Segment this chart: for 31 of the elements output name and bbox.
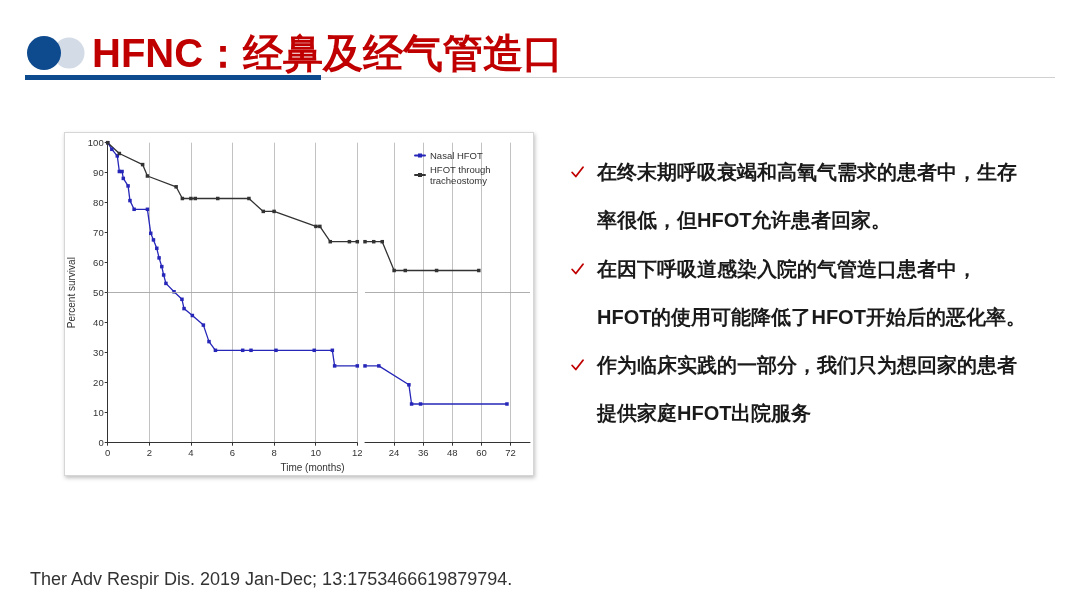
y-tick-label: 90 bbox=[93, 167, 104, 179]
y-tick-label: 20 bbox=[93, 377, 104, 389]
x-tick-label: 10 bbox=[310, 447, 321, 459]
text: 在终末期呼吸衰竭和高氧气需求的患者中，生存率很低，但HFOT允许患者回家。 bbox=[597, 161, 1017, 231]
text: 作为临床实践的一部分，我们只为想回家的患者提供家庭HFOT出院服务 bbox=[597, 354, 1017, 424]
y-tick-label: 80 bbox=[93, 197, 104, 209]
text: Ther Adv Respir Dis. 2019 Jan-Dec; 13:1753466619879794. bbox=[30, 568, 513, 591]
legend-label: Nasal HFOT bbox=[430, 150, 483, 161]
text: 在因下呼吸道感染入院的气管造口患者中，HFOT的使用可能降低了HFOT开始后的恶化率。 bbox=[597, 257, 1026, 328]
x-tick-label: 2 bbox=[146, 447, 152, 459]
x-axis-title: Time (months) bbox=[280, 462, 345, 474]
y-axis-title: Percent survival bbox=[66, 257, 78, 329]
y-tick-label: 100 bbox=[87, 137, 104, 149]
x-tick-label: 12 bbox=[352, 447, 363, 459]
x-tick-label: 8 bbox=[271, 447, 277, 459]
x-tick-label: 60 bbox=[476, 447, 487, 459]
y-tick-label: 40 bbox=[93, 317, 104, 329]
y-tick-label: 10 bbox=[93, 407, 104, 419]
x-tick-label: 4 bbox=[188, 447, 194, 459]
x-tick-label: 72 bbox=[505, 447, 516, 459]
x-tick-label: 24 bbox=[388, 447, 400, 459]
x-tick-label: 36 bbox=[417, 447, 429, 459]
y-tick-label: 50 bbox=[93, 287, 104, 299]
x-tick-label: 6 bbox=[229, 447, 236, 459]
y-tick-label: 60 bbox=[93, 257, 104, 269]
x-tick-label: 48 bbox=[447, 447, 458, 459]
y-tick-label: 0 bbox=[98, 437, 104, 449]
legend-label: HFOT through tracheostomy bbox=[430, 164, 494, 186]
y-tick-label: 30 bbox=[93, 347, 104, 359]
chart-title: HFNC：经鼻及经气管造口 bbox=[92, 30, 564, 76]
y-tick-label: 70 bbox=[93, 227, 104, 239]
